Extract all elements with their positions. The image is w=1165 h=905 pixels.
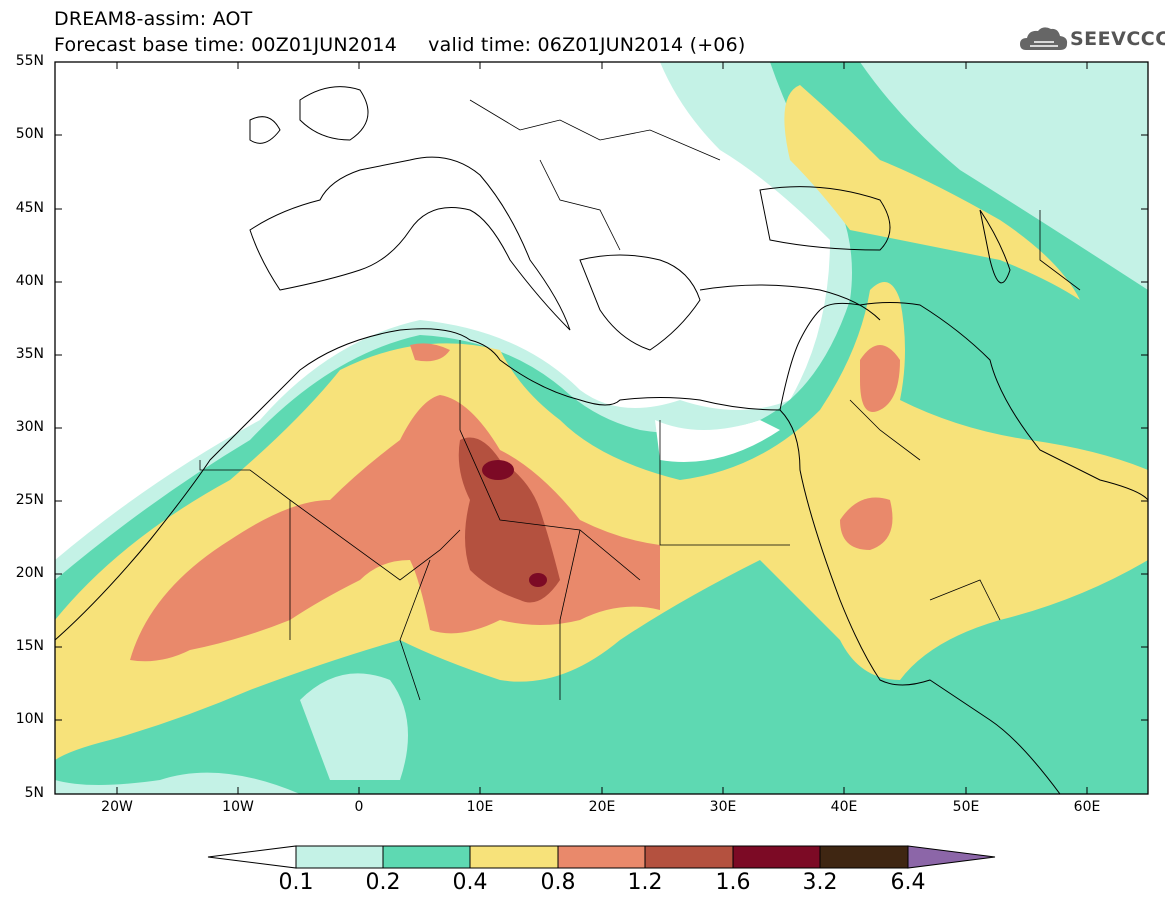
coastlines	[55, 86, 1148, 794]
aot-contour-1.6	[482, 460, 547, 587]
colorbar-low-arrow	[207, 845, 297, 869]
colorbar-bin-4	[644, 845, 734, 869]
colorbar-label: 0.4	[452, 870, 488, 895]
lon-label: 40E	[830, 799, 858, 815]
colorbar-bin-6	[819, 845, 909, 869]
colorbar	[207, 845, 996, 869]
colorbar-bin-3	[557, 845, 646, 869]
aot-contour-1.2	[458, 437, 560, 603]
lat-label: 35N	[15, 346, 44, 362]
lat-label: 50N	[15, 126, 44, 142]
colorbar-high-arrow	[907, 845, 996, 869]
forecast-times: Forecast base time: 00Z01JUN2014 valid t…	[54, 34, 746, 56]
colorbar-label: 6.4	[890, 870, 926, 895]
lat-label: 10N	[15, 711, 44, 727]
lon-label: 10W	[222, 799, 254, 815]
lat-label: 15N	[15, 638, 44, 654]
lat-label: 5N	[24, 785, 44, 801]
lon-label: 60E	[1073, 799, 1101, 815]
map-title: DREAM8-assim: AOT	[54, 8, 253, 30]
lat-label: 20N	[15, 565, 44, 581]
colorbar-label: 0.1	[278, 870, 314, 895]
colorbar-label: 1.6	[715, 870, 751, 895]
colorbar-label: 0.2	[365, 870, 401, 895]
lat-label: 45N	[15, 200, 44, 216]
colorbar-label: 0.8	[540, 870, 576, 895]
colorbar-bin-2	[469, 845, 559, 869]
lon-label: 20E	[588, 799, 616, 815]
lat-label: 55N	[15, 53, 44, 69]
country-borders	[199, 99, 1081, 701]
colorbar-label: 3.2	[802, 870, 838, 895]
colorbar-bin-0	[295, 845, 384, 869]
colorbar-label: 1.2	[627, 870, 663, 895]
lon-label: 20W	[101, 799, 133, 815]
lon-label: 10E	[466, 799, 494, 815]
lon-label: 50E	[952, 799, 980, 815]
lat-ticks	[55, 61, 1148, 721]
lat-label: 40N	[15, 273, 44, 289]
lon-ticks	[116, 62, 1088, 794]
colorbar-bin-5	[732, 845, 821, 869]
lat-label: 30N	[15, 419, 44, 435]
cloud-logo-icon	[1020, 27, 1068, 50]
lon-label: 0	[354, 799, 364, 815]
colorbar-bin-1	[382, 845, 471, 869]
logo-text: SEEVCCC	[1070, 28, 1165, 50]
lon-label: 30E	[709, 799, 737, 815]
lat-label: 25N	[15, 492, 44, 508]
